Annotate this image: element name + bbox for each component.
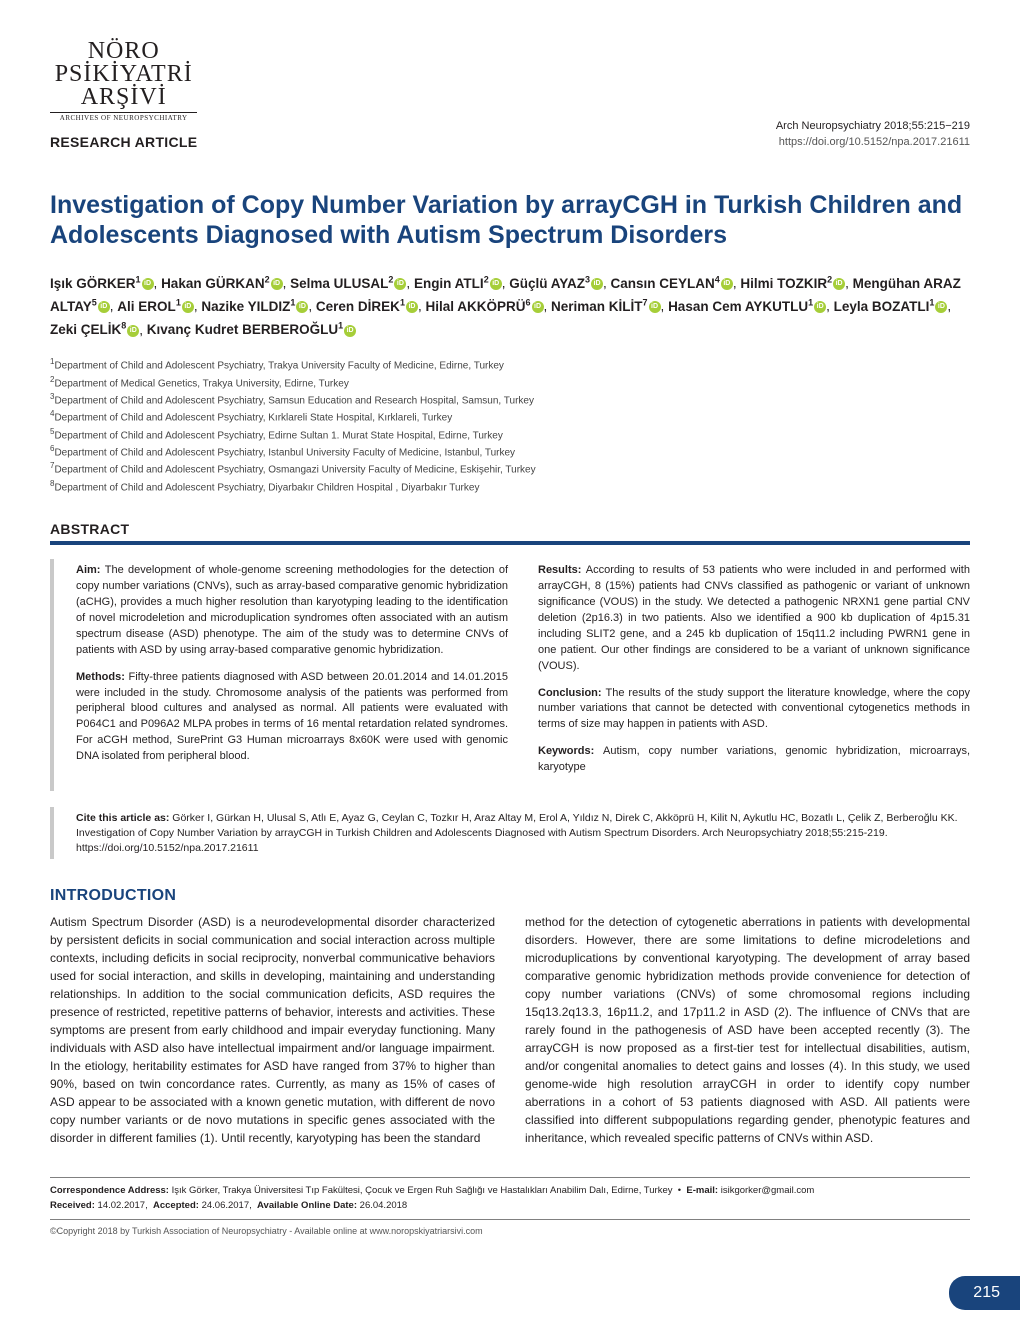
author-name: Zeki ÇELİK8 bbox=[50, 322, 126, 337]
affiliation-line: 8Department of Child and Adolescent Psyc… bbox=[50, 478, 970, 495]
affiliation-line: 4Department of Child and Adolescent Psyc… bbox=[50, 408, 970, 425]
author-name: Leyla BOZATLI1 bbox=[834, 299, 935, 314]
orcid-icon[interactable] bbox=[98, 301, 110, 313]
author-name: Ali EROL1 bbox=[117, 299, 181, 314]
orcid-icon[interactable] bbox=[532, 301, 544, 313]
author-name: Işık GÖRKER1 bbox=[50, 276, 141, 291]
logo-line2: PSİKİYATRİ bbox=[50, 63, 197, 86]
footer-rule-bottom bbox=[50, 1219, 970, 1220]
author-list: Işık GÖRKER1, Hakan GÜRKAN2, Selma ULUSA… bbox=[50, 272, 970, 342]
affiliation-line: 5Department of Child and Adolescent Psyc… bbox=[50, 426, 970, 443]
author-name: Güçlü AYAZ3 bbox=[509, 276, 590, 291]
cite-text: Görker I, Gürkan H, Ulusal S, Atlı E, Ay… bbox=[76, 812, 958, 853]
affiliation-line: 3Department of Child and Adolescent Psyc… bbox=[50, 391, 970, 408]
orcid-icon[interactable] bbox=[649, 301, 661, 313]
accepted-date: 24.06.2017, bbox=[202, 1200, 252, 1211]
orcid-icon[interactable] bbox=[271, 278, 283, 290]
received-date: 14.02.2017, bbox=[98, 1200, 148, 1211]
article-title: Investigation of Copy Number Variation b… bbox=[50, 190, 970, 250]
orcid-icon[interactable] bbox=[182, 301, 194, 313]
orcid-icon[interactable] bbox=[142, 278, 154, 290]
abstract-heading: ABSTRACT bbox=[50, 521, 970, 545]
abstract-para-label: Methods: bbox=[76, 671, 129, 683]
orcid-icon[interactable] bbox=[833, 278, 845, 290]
affiliation-line: 2Department of Medical Genetics, Trakya … bbox=[50, 374, 970, 391]
abstract-left-column: Aim: The development of whole-genome scr… bbox=[76, 563, 508, 787]
introduction-heading: INTRODUCTION bbox=[50, 887, 970, 905]
orcid-icon[interactable] bbox=[344, 325, 356, 337]
author-name: Hilmi TOZKIR2 bbox=[740, 276, 832, 291]
author-name: Selma ULUSAL2 bbox=[290, 276, 393, 291]
abstract-paragraph: Aim: The development of whole-genome scr… bbox=[76, 563, 508, 659]
abstract-right-column: Results: According to results of 53 pati… bbox=[538, 563, 970, 787]
abstract-paragraph: Keywords: Autism, copy number variations… bbox=[538, 744, 970, 776]
online-date: 26.04.2018 bbox=[360, 1200, 408, 1211]
corr-addr: Işık Görker, Trakya Üniversitesi Tıp Fak… bbox=[172, 1185, 673, 1196]
correspondence-block: Correspondence Address: Işık Görker, Tra… bbox=[50, 1184, 970, 1213]
orcid-icon[interactable] bbox=[394, 278, 406, 290]
accepted-label: Accepted: bbox=[153, 1200, 199, 1211]
citation-box: Cite this article as: Görker I, Gürkan H… bbox=[50, 807, 970, 859]
header-bar: NÖRO PSİKİYATRİ ARŞİVİ ARCHIVES OF NEURO… bbox=[50, 40, 970, 150]
corr-email[interactable]: isikgorker@gmail.com bbox=[721, 1185, 815, 1196]
orcid-icon[interactable] bbox=[296, 301, 308, 313]
article-type: RESEARCH ARTICLE bbox=[50, 134, 197, 150]
footer-rule-top bbox=[50, 1177, 970, 1178]
affiliation-line: 1Department of Child and Adolescent Psyc… bbox=[50, 356, 970, 373]
author-name: Cansın CEYLAN4 bbox=[611, 276, 720, 291]
orcid-icon[interactable] bbox=[935, 301, 947, 313]
affiliation-list: 1Department of Child and Adolescent Psyc… bbox=[50, 356, 970, 495]
page-number: 215 bbox=[949, 1276, 1020, 1310]
affiliation-line: 7Department of Child and Adolescent Psyc… bbox=[50, 460, 970, 477]
doi-link[interactable]: https://doi.org/10.5152/npa.2017.21611 bbox=[776, 135, 970, 150]
author-name: Kıvanç Kudret BERBEROĞLU1 bbox=[147, 322, 343, 337]
orcid-icon[interactable] bbox=[127, 325, 139, 337]
author-name: Hakan GÜRKAN2 bbox=[161, 276, 270, 291]
journal-citation: Arch Neuropsychiatry 2018;55:215−219 bbox=[776, 119, 970, 134]
intro-left-column: Autism Spectrum Disorder (ASD) is a neur… bbox=[50, 913, 495, 1147]
corr-addr-label: Correspondence Address: bbox=[50, 1185, 169, 1196]
introduction-columns: Autism Spectrum Disorder (ASD) is a neur… bbox=[50, 913, 970, 1147]
abstract-para-label: Results: bbox=[538, 564, 586, 576]
logo-subtitle: ARCHIVES OF NEUROPSYCHIATRY bbox=[50, 112, 197, 122]
logo-block: NÖRO PSİKİYATRİ ARŞİVİ ARCHIVES OF NEURO… bbox=[50, 40, 197, 150]
author-name: Ceren DİREK1 bbox=[316, 299, 405, 314]
abstract-para-label: Conclusion: bbox=[538, 687, 606, 699]
received-label: Received: bbox=[50, 1200, 95, 1211]
copyright-line: ©Copyright 2018 by Turkish Association o… bbox=[50, 1226, 970, 1236]
cite-label: Cite this article as: bbox=[76, 812, 169, 824]
author-name: Neriman KİLİT7 bbox=[551, 299, 648, 314]
orcid-icon[interactable] bbox=[721, 278, 733, 290]
orcid-icon[interactable] bbox=[591, 278, 603, 290]
abstract-paragraph: Conclusion: The results of the study sup… bbox=[538, 686, 970, 734]
abstract-para-label: Aim: bbox=[76, 564, 105, 576]
author-name: Engin ATLI2 bbox=[414, 276, 489, 291]
corr-email-label: E-mail: bbox=[686, 1185, 718, 1196]
intro-right-column: method for the detection of cytogenetic … bbox=[525, 913, 970, 1147]
orcid-icon[interactable] bbox=[814, 301, 826, 313]
journal-logo: NÖRO PSİKİYATRİ ARŞİVİ ARCHIVES OF NEURO… bbox=[50, 40, 197, 122]
abstract-para-label: Keywords: bbox=[538, 745, 603, 757]
orcid-icon[interactable] bbox=[406, 301, 418, 313]
orcid-icon[interactable] bbox=[490, 278, 502, 290]
logo-line3: ARŞİVİ bbox=[50, 86, 197, 109]
affiliation-line: 6Department of Child and Adolescent Psyc… bbox=[50, 443, 970, 460]
abstract-paragraph: Methods: Fifty-three patients diagnosed … bbox=[76, 670, 508, 766]
author-name: Nazike YILDIZ1 bbox=[201, 299, 295, 314]
online-label: Available Online Date: bbox=[257, 1200, 357, 1211]
abstract-paragraph: Results: According to results of 53 pati… bbox=[538, 563, 970, 675]
abstract-box: Aim: The development of whole-genome scr… bbox=[50, 559, 970, 791]
journal-meta: Arch Neuropsychiatry 2018;55:215−219 htt… bbox=[776, 119, 970, 150]
logo-line1: NÖRO bbox=[50, 40, 197, 63]
author-name: Hasan Cem AYKUTLU1 bbox=[668, 299, 813, 314]
author-name: Hilal AKKÖPRÜ6 bbox=[425, 299, 530, 314]
